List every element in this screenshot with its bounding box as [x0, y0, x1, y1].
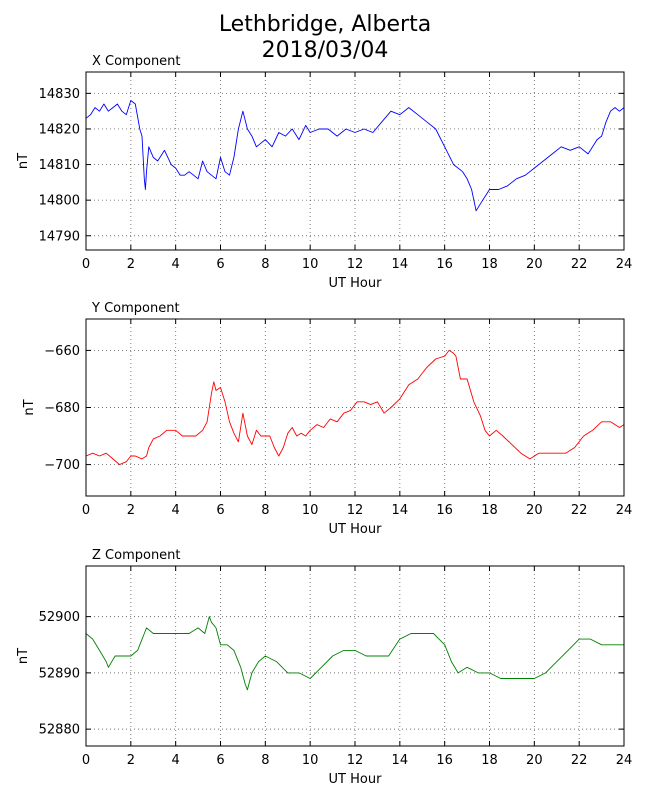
y-component-xtick-label: 16	[436, 503, 453, 518]
x-component-xtick-label: 14	[392, 257, 409, 272]
z-component-xtick-label: 0	[82, 753, 90, 768]
x-component-ytick-label: 14830	[39, 87, 80, 102]
x-component-ytick-label: 14790	[39, 229, 80, 244]
x-component-x-axis-label: UT Hour	[329, 276, 383, 291]
y-component-xtick-label: 22	[571, 503, 588, 518]
z-component-series-line	[85, 616, 624, 691]
y-component-xtick-label: 8	[261, 503, 269, 518]
x-component-ytick-label: 14820	[39, 122, 80, 137]
x-component-xtick-label: 18	[481, 257, 498, 272]
z-component-xtick-label: 18	[481, 753, 498, 768]
y-component-xtick-label: 24	[616, 503, 633, 518]
y-component-xtick-label: 14	[392, 503, 409, 518]
y-component-panel-title: Y Component	[91, 301, 180, 316]
y-component-xtick-label: 0	[82, 503, 90, 518]
z-component-xtick-label: 22	[571, 753, 588, 768]
y-component-y-axis-label: nT	[22, 399, 37, 415]
x-component-xtick-label: 20	[526, 257, 543, 272]
z-component-xtick-label: 12	[347, 753, 364, 768]
chart-title-date: 2018/03/04	[261, 38, 389, 63]
x-component-ytick-label: 14800	[39, 194, 80, 209]
z-component-xtick-label: 10	[302, 753, 319, 768]
x-component-xtick-label: 12	[347, 257, 364, 272]
z-component-xtick-label: 6	[216, 753, 224, 768]
z-component-xtick-label: 16	[436, 753, 453, 768]
y-component-xtick-label: 6	[216, 503, 224, 518]
z-component-panel-title: Z Component	[92, 548, 181, 563]
y-component-ytick-label: −700	[44, 458, 80, 473]
x-component-xtick-label: 8	[261, 257, 269, 272]
z-component-ytick-label: 52880	[39, 723, 80, 738]
z-component-ytick-label: 52900	[39, 610, 80, 625]
y-component-series-line	[85, 349, 625, 466]
x-component-series-line	[85, 100, 625, 212]
x-component-xtick-label: 10	[302, 257, 319, 272]
y-component-ytick-label: −680	[44, 401, 80, 416]
x-component-ytick-label: 14810	[39, 158, 80, 173]
z-component-xtick-label: 2	[127, 753, 135, 768]
z-component-xtick-label: 14	[392, 753, 409, 768]
y-component-xtick-label: 18	[481, 503, 498, 518]
x-component-xtick-label: 0	[82, 257, 90, 272]
z-component-xtick-label: 8	[261, 753, 269, 768]
x-component-panel: 0 2 4 6 8 10 12 14 16 18 20 22 241479014800148101482…	[16, 54, 632, 291]
x-component-xtick-label: 24	[616, 257, 633, 272]
z-component-xtick-label: 20	[526, 753, 543, 768]
y-component-xtick-label: 2	[127, 503, 135, 518]
x-component-panel-title: X Component	[92, 54, 181, 69]
z-component-x-axis-label: UT Hour	[329, 772, 383, 787]
z-component-xtick-label: 4	[172, 753, 180, 768]
y-component-x-axis-label: UT Hour	[329, 522, 383, 537]
y-component-xtick-label: 10	[302, 503, 319, 518]
z-component-y-axis-label: nT	[16, 648, 31, 664]
x-component-xtick-label: 2	[127, 257, 135, 272]
z-component-xtick-label: 24	[616, 753, 633, 768]
x-component-y-axis-label: nT	[16, 153, 31, 169]
y-component-xtick-label: 20	[526, 503, 543, 518]
z-component-ytick-label: 52890	[39, 666, 80, 681]
x-component-xtick-label: 22	[571, 257, 588, 272]
y-component-xtick-label: 4	[172, 503, 180, 518]
y-component-ytick-label: −660	[44, 344, 80, 359]
chart-title-location: Lethbridge, Alberta	[218, 12, 432, 37]
x-component-xtick-label: 6	[216, 257, 224, 272]
x-component-xtick-label: 4	[172, 257, 180, 272]
y-component-xtick-label: 12	[347, 503, 364, 518]
x-component-xtick-label: 16	[436, 257, 453, 272]
